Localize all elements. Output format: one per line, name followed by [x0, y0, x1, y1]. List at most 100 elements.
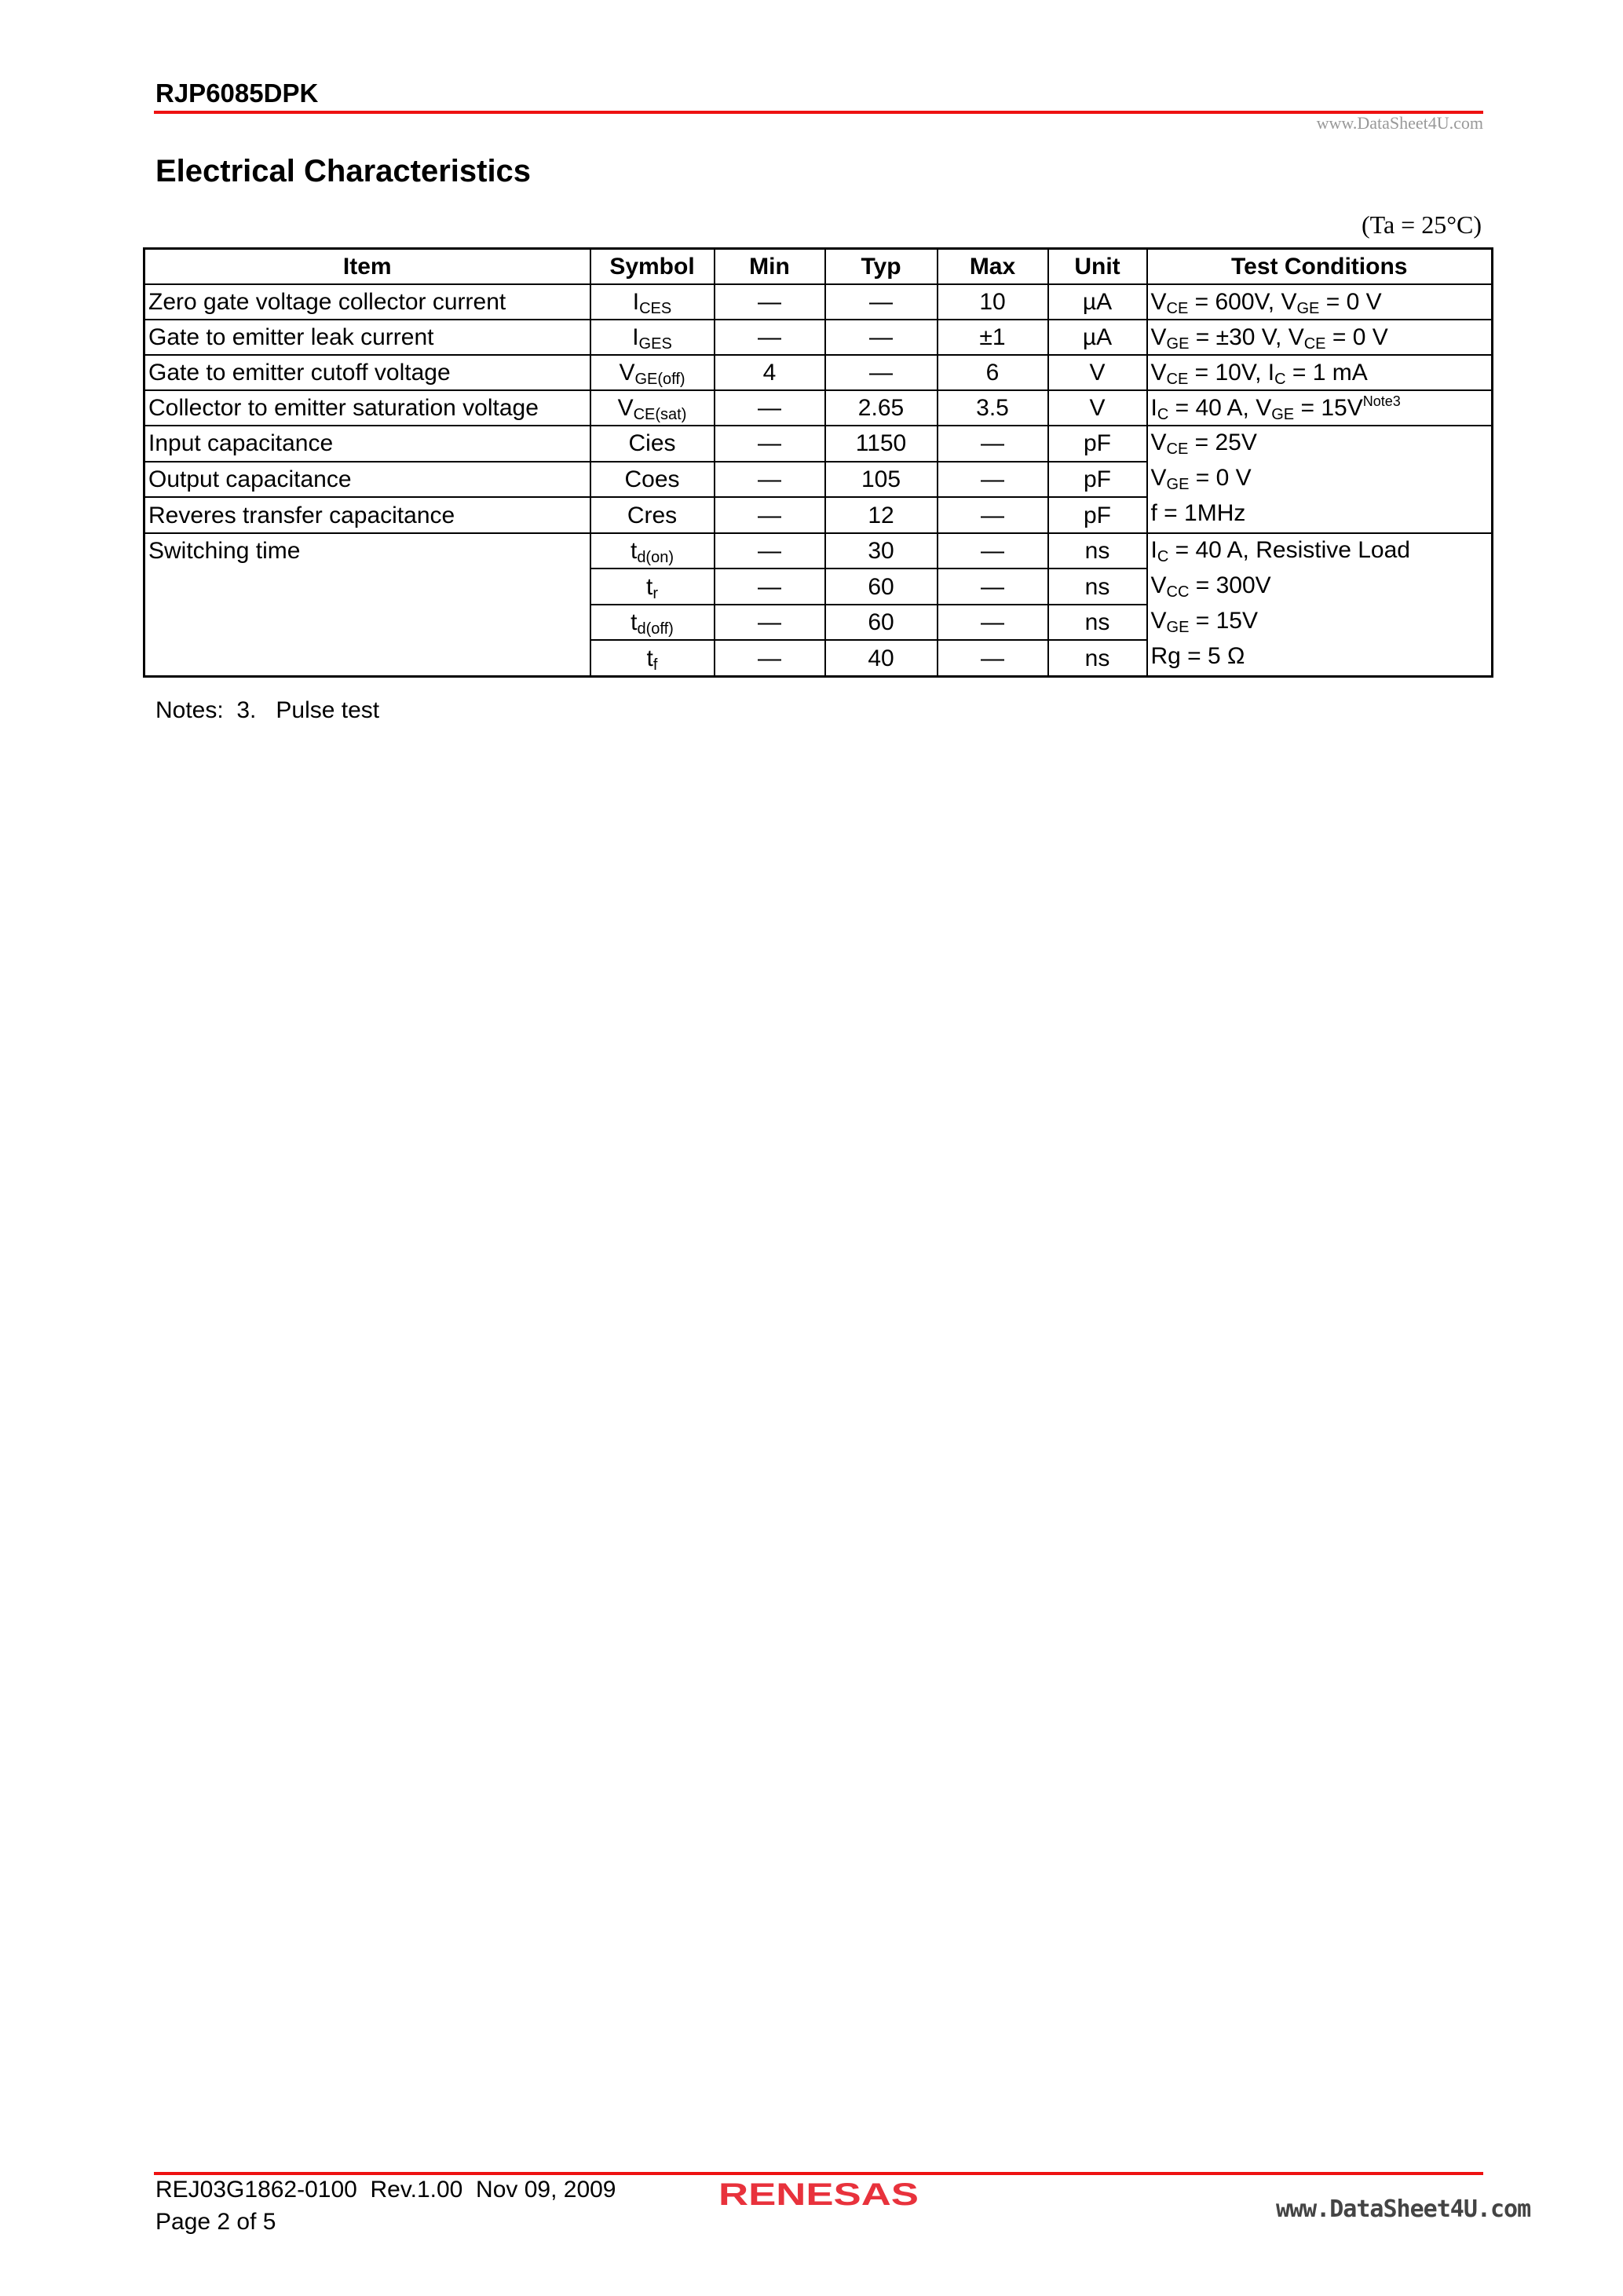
table-row: Collector to emitter saturation voltage V… [143, 389, 1493, 426]
min-cell: — [713, 532, 826, 570]
item-cell: Gate to emitter cutoff voltage [143, 354, 591, 391]
typ-cell: 12 [824, 496, 938, 534]
max-cell: 3.5 [936, 389, 1049, 426]
condition-cell: VGE = ±30 V, VCE = 0 V [1146, 319, 1493, 356]
max-cell: ±1 [936, 319, 1049, 356]
document-number: REJ03G1862-0100 Rev.1.00 Nov 09, 2009 [155, 2177, 616, 2203]
max-cell: — [936, 460, 1049, 499]
col-header: Max [936, 247, 1049, 285]
symbol-cell: td(off) [589, 603, 715, 642]
item-cell: Switching time [143, 532, 591, 678]
svg-text:RENESAS: RENESAS [718, 2177, 919, 2212]
condition-cell: VCE = 10V, IC = 1 mA [1146, 354, 1493, 391]
max-cell: — [936, 603, 1049, 642]
col-header: Min [713, 247, 826, 285]
typ-cell: — [824, 283, 938, 320]
unit-cell: µA [1047, 319, 1148, 356]
item-cell: Output capacitance [143, 460, 591, 499]
electrical-characteristics-table: Item Symbol Min Typ Max Unit Test Condit… [143, 247, 1493, 678]
typ-cell: 60 [824, 568, 938, 605]
item-cell: Input capacitance [143, 425, 591, 462]
symbol-cell: Cres [589, 496, 715, 534]
unit-cell: ns [1047, 568, 1148, 605]
typ-cell: 40 [824, 639, 938, 678]
table-row: Gate to emitter leak current IGES — — ±1 µA VG… [143, 319, 1493, 356]
unit-cell: pF [1047, 460, 1148, 499]
col-header: Item [143, 247, 591, 285]
col-header: Symbol [589, 247, 715, 285]
min-cell: — [713, 319, 826, 356]
max-cell: — [936, 532, 1049, 570]
watermark-top: www.DataSheet4U.com [1316, 113, 1483, 133]
min-cell: 4 [713, 354, 826, 391]
table-row: Switching time td(on) —30— ns IC = 40 A, Res… [143, 532, 1493, 678]
table-row: Reveres transfer capacitance Cres —12— pF [143, 496, 1493, 534]
typ-cell: 2.65 [824, 389, 938, 426]
typ-cell: 1150 [824, 425, 938, 462]
symbol-cell: Coes [589, 460, 715, 499]
table-row: tr —60— ns [144, 568, 1493, 605]
typ-cell: — [824, 319, 938, 356]
condition-cell: IC = 40 A, VGE = 15VNote3 [1146, 389, 1493, 426]
typ-cell: 105 [824, 460, 938, 499]
min-cell: — [713, 639, 826, 678]
unit-cell: ns [1047, 532, 1148, 570]
min-cell: — [713, 283, 826, 320]
max-cell: 10 [936, 283, 1049, 320]
footer-rule [154, 2172, 1483, 2175]
max-cell: — [936, 425, 1049, 462]
unit-cell: ns [1047, 603, 1148, 642]
symbol-cell: VCE(sat) [589, 389, 715, 426]
min-cell: — [713, 603, 826, 642]
table-row: Gate to emitter cutoff voltage VGE(off) 4—… [143, 354, 1493, 391]
col-header: Unit [1047, 247, 1148, 285]
min-cell: — [713, 460, 826, 499]
header-rule [154, 111, 1483, 114]
min-cell: — [713, 389, 826, 426]
table-row: tf —40— ns [144, 639, 1493, 678]
symbol-cell: td(on) [589, 532, 715, 570]
table-row: Input capacitance Cies —1150— pF VCE = 25V VG… [143, 425, 1493, 534]
max-cell: — [936, 639, 1049, 678]
symbol-cell: tr [589, 568, 715, 605]
col-header: Typ [824, 247, 938, 285]
item-cell: Zero gate voltage collector current [143, 283, 591, 320]
part-number: RJP6085DPK [155, 79, 319, 108]
notes: Notes: 3. Pulse test [155, 697, 380, 723]
max-cell: — [936, 568, 1049, 605]
symbol-cell: IGES [589, 319, 715, 356]
table-row: Output capacitance Coes —105— pF [143, 460, 1493, 499]
unit-cell: V [1047, 354, 1148, 391]
min-cell: — [713, 568, 826, 605]
symbol-cell: Cies [589, 425, 715, 462]
table-row: Zero gate voltage collector current ICES —… [143, 283, 1493, 320]
symbol-cell: VGE(off) [589, 354, 715, 391]
typ-cell: — [824, 354, 938, 391]
unit-cell: V [1047, 389, 1148, 426]
unit-cell: pF [1047, 425, 1148, 462]
symbol-cell: tf [589, 639, 715, 678]
symbol-cell: ICES [589, 283, 715, 320]
condition-cell: VCE = 600V, VGE = 0 V [1146, 283, 1493, 320]
page-number: Page 2 of 5 [155, 2209, 276, 2235]
unit-cell: µA [1047, 283, 1148, 320]
ambient-condition: (Ta = 25°C) [1361, 210, 1482, 239]
max-cell: 6 [936, 354, 1049, 391]
item-cell: Reveres transfer capacitance [143, 496, 591, 534]
table-row: td(off) —60— ns [144, 603, 1493, 642]
item-cell: Gate to emitter leak current [143, 319, 591, 356]
typ-cell: 30 [824, 532, 938, 570]
table-header-row: Item Symbol Min Typ Max Unit Test Condit… [143, 247, 1493, 285]
condition-cell: IC = 40 A, Resistive Load VCC = 300V VGE =… [1146, 532, 1493, 678]
item-cell: Collector to emitter saturation voltage [143, 389, 591, 426]
typ-cell: 60 [824, 603, 938, 642]
col-header: Test Conditions [1146, 247, 1493, 285]
unit-cell: ns [1047, 639, 1148, 678]
renesas-logo: RENESAS [718, 2174, 923, 2217]
min-cell: — [713, 496, 826, 534]
unit-cell: pF [1047, 496, 1148, 534]
watermark-bottom: www.DataSheet4U.com [1276, 2195, 1531, 2223]
min-cell: — [713, 425, 826, 462]
section-title: Electrical Characteristics [155, 154, 532, 188]
